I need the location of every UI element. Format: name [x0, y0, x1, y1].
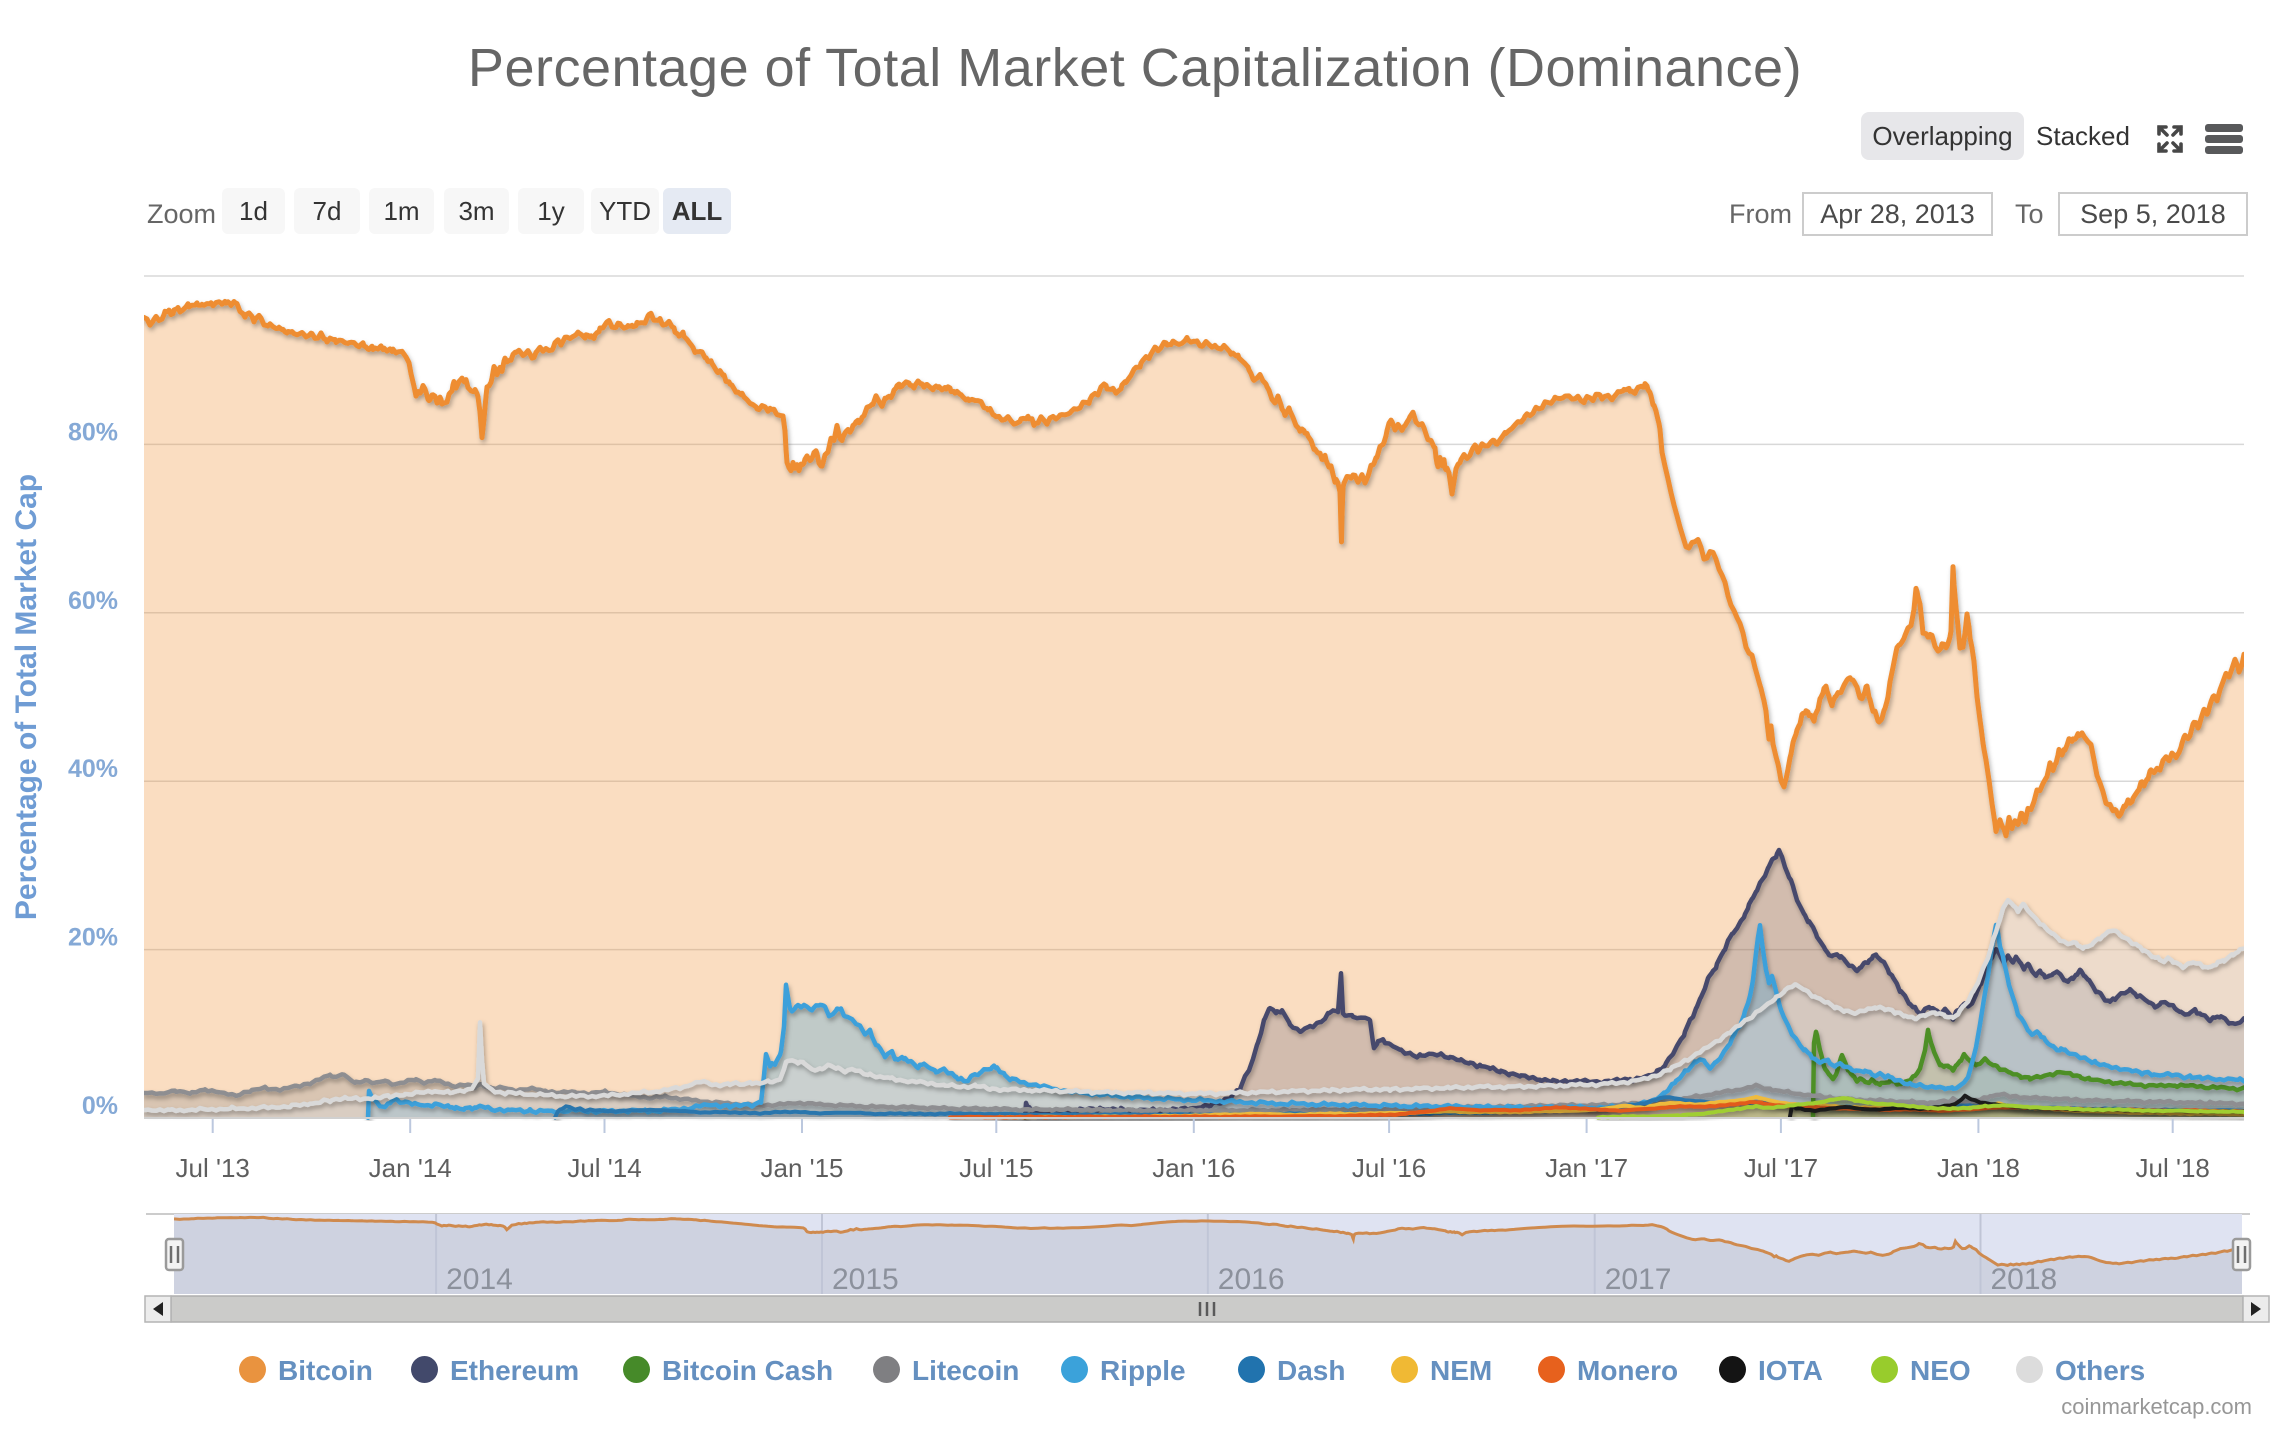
svg-text:Percentage of Total Market Cap: Percentage of Total Market Cap	[10, 474, 43, 920]
svg-text:2015: 2015	[832, 1263, 899, 1296]
svg-text:Jul '15: Jul '15	[959, 1153, 1033, 1183]
svg-text:2018: 2018	[1991, 1263, 2058, 1296]
svg-text:Jan '16: Jan '16	[1152, 1153, 1235, 1183]
svg-text:Jul '17: Jul '17	[1744, 1153, 1818, 1183]
svg-text:2014: 2014	[446, 1263, 513, 1296]
svg-text:40%: 40%	[68, 755, 118, 783]
svg-text:2016: 2016	[1218, 1263, 1285, 1296]
svg-text:Jan '15: Jan '15	[760, 1153, 843, 1183]
svg-text:80%: 80%	[68, 418, 118, 446]
svg-text:Jul '16: Jul '16	[1352, 1153, 1426, 1183]
svg-text:Jan '18: Jan '18	[1937, 1153, 2020, 1183]
svg-text:Jan '17: Jan '17	[1545, 1153, 1628, 1183]
svg-text:2017: 2017	[1605, 1263, 1672, 1296]
svg-text:60%: 60%	[68, 587, 118, 615]
svg-text:Jul '13: Jul '13	[176, 1153, 250, 1183]
svg-text:Jul '18: Jul '18	[2136, 1153, 2210, 1183]
svg-text:20%: 20%	[68, 924, 118, 952]
svg-text:Jul '14: Jul '14	[567, 1153, 641, 1183]
svg-text:0%: 0%	[82, 1092, 118, 1120]
svg-text:Jan '14: Jan '14	[369, 1153, 452, 1183]
